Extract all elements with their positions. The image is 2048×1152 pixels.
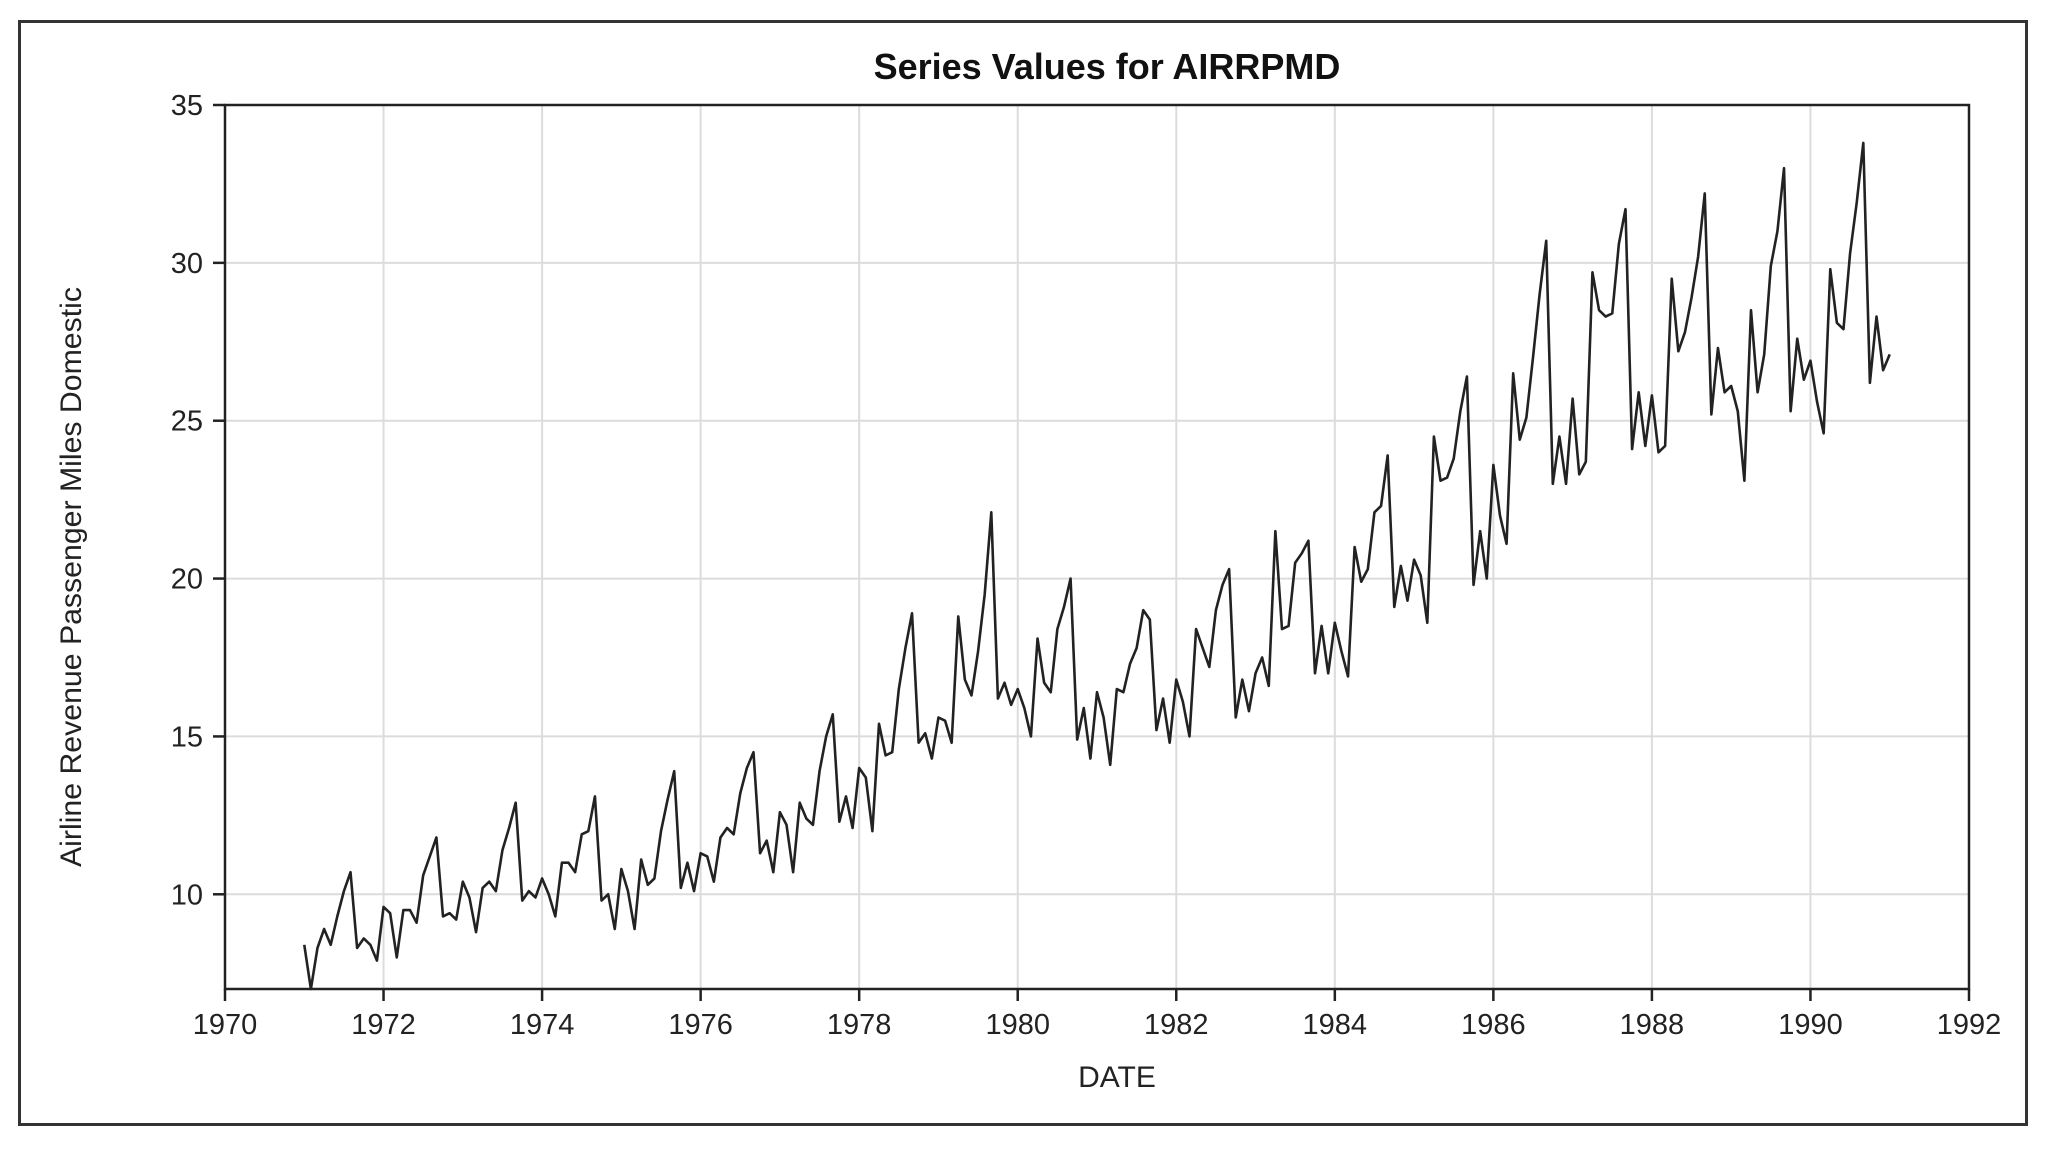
series-layer bbox=[302, 141, 1891, 991]
y-tick-label-15: 15 bbox=[171, 721, 203, 753]
x-tick-label-1990: 1990 bbox=[1778, 1009, 1843, 1041]
chart-title: Series Values for AIRRPMD bbox=[874, 46, 1341, 87]
y-tick-label-30: 30 bbox=[171, 248, 203, 280]
chart-frame: 1970 1972 1974 1976 1978 1980 1982 1984 1986 1988… bbox=[18, 20, 2028, 1126]
x-tick-label-1976: 1976 bbox=[668, 1009, 733, 1041]
x-tick-label-1986: 1986 bbox=[1461, 1009, 1526, 1041]
x-tick-label-1978: 1978 bbox=[827, 1009, 892, 1041]
x-tick-label-1988: 1988 bbox=[1620, 1009, 1685, 1041]
series-line-airrpmd bbox=[302, 141, 1891, 991]
grid bbox=[225, 105, 1969, 989]
x-tick-label-1984: 1984 bbox=[1303, 1009, 1368, 1041]
x-tick-label-1970: 1970 bbox=[193, 1009, 258, 1041]
y-tick-label-25: 25 bbox=[171, 406, 203, 438]
x-tick-label-1972: 1972 bbox=[351, 1009, 416, 1041]
y-axis-label: Airline Revenue Passenger Miles Domestic bbox=[55, 287, 88, 867]
plot-area-border bbox=[223, 103, 1971, 991]
x-axis-label: DATE bbox=[1078, 1061, 1156, 1094]
line-chart: 1970 1972 1974 1976 1978 1980 1982 1984 1986 1988… bbox=[55, 46, 2002, 1094]
x-tick-label-1974: 1974 bbox=[510, 1009, 575, 1041]
x-tick-label-1982: 1982 bbox=[1144, 1009, 1209, 1041]
y-tick-label-35: 35 bbox=[171, 90, 203, 122]
axis-ticks: 1970 1972 1974 1976 1978 1980 1982 1984 1986 1988… bbox=[171, 90, 2002, 1041]
y-tick-label-20: 20 bbox=[171, 564, 203, 596]
x-tick-label-1980: 1980 bbox=[985, 1009, 1050, 1041]
x-tick-label-1992: 1992 bbox=[1937, 1009, 2002, 1041]
y-tick-label-10: 10 bbox=[171, 879, 203, 911]
